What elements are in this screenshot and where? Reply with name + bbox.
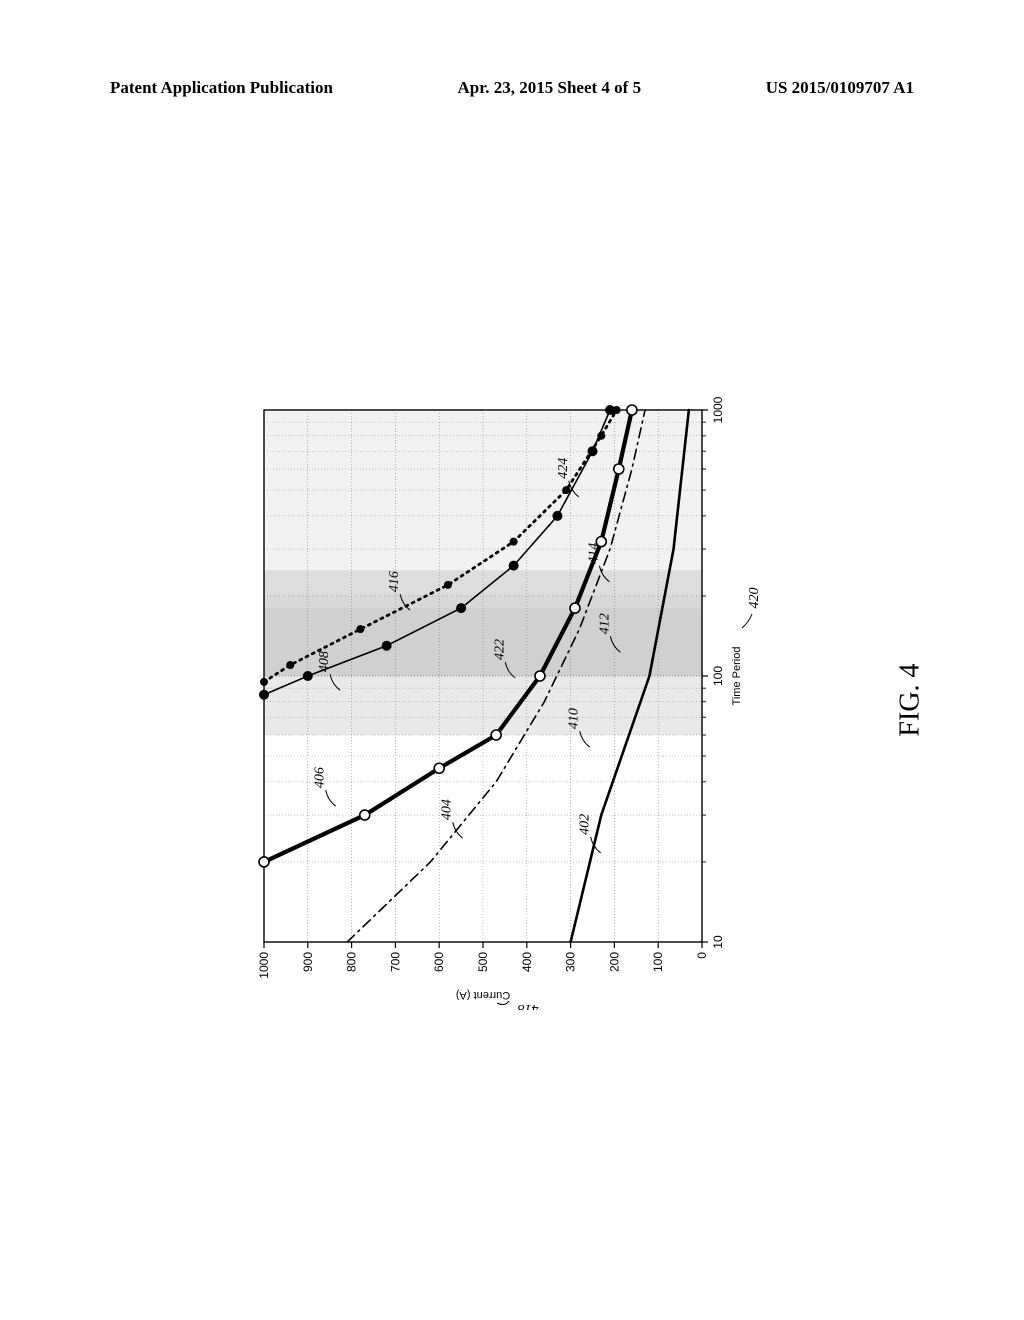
svg-text:1000: 1000	[711, 396, 725, 423]
svg-text:404: 404	[440, 799, 455, 820]
svg-text:Time Period: Time Period	[731, 646, 743, 705]
svg-text:414: 414	[586, 542, 601, 563]
svg-text:406: 406	[313, 767, 328, 788]
svg-text:418: 418	[518, 1001, 539, 1010]
header-left: Patent Application Publication	[110, 78, 333, 98]
svg-text:412: 412	[597, 613, 612, 634]
header-center: Apr. 23, 2015 Sheet 4 of 5	[458, 78, 642, 98]
svg-text:600: 600	[432, 951, 446, 971]
svg-text:400: 400	[520, 951, 534, 971]
figure-label: FIG. 4	[895, 663, 927, 736]
header-right: US 2015/0109707 A1	[766, 78, 914, 98]
svg-text:100: 100	[651, 951, 665, 971]
svg-text:402: 402	[578, 814, 593, 835]
svg-text:422: 422	[492, 639, 507, 660]
svg-text:Current (A): Current (A)	[456, 989, 510, 1001]
svg-text:900: 900	[301, 951, 315, 971]
svg-text:1000: 1000	[257, 951, 271, 978]
svg-text:200: 200	[607, 951, 621, 971]
chart-container: 0 100 200 300 400 500 600 700 800 900 1000 10 100 100…	[252, 390, 772, 1010]
svg-text:408: 408	[317, 651, 332, 672]
svg-text:700: 700	[388, 951, 402, 971]
page-header: Patent Application Publication Apr. 23, …	[110, 78, 914, 98]
svg-text:10: 10	[711, 935, 725, 949]
svg-text:410: 410	[567, 708, 582, 729]
svg-text:424: 424	[556, 457, 571, 478]
svg-text:500: 500	[476, 951, 490, 971]
svg-text:416: 416	[387, 571, 402, 592]
svg-text:100: 100	[711, 665, 725, 685]
svg-text:300: 300	[564, 951, 578, 971]
svg-text:420: 420	[747, 587, 762, 608]
svg-text:0: 0	[695, 951, 709, 958]
page: Patent Application Publication Apr. 23, …	[0, 0, 1024, 1320]
time-current-chart: 0 100 200 300 400 500 600 700 800 900 1000 10 100 100…	[252, 390, 772, 1010]
svg-text:800: 800	[345, 951, 359, 971]
